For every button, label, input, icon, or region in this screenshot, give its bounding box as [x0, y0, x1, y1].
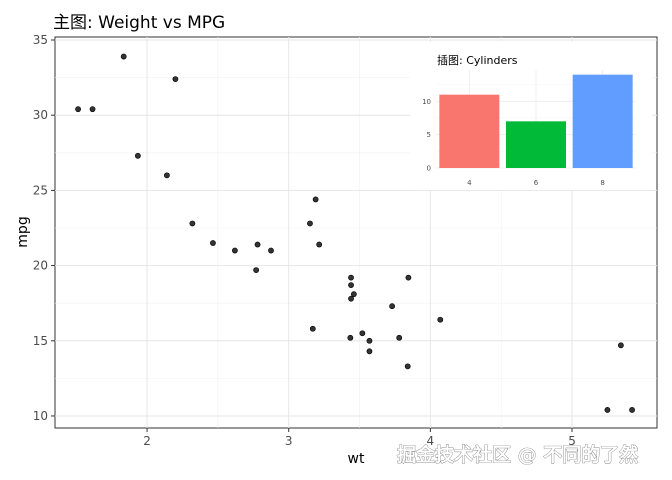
- scatter-point: [254, 241, 261, 248]
- scatter-point: [172, 76, 179, 83]
- scatter-point: [316, 241, 323, 248]
- scatter-point: [617, 342, 624, 349]
- y-tick-label: 15: [33, 334, 48, 348]
- inset-x-tick-label: 8: [600, 179, 604, 187]
- scatter-point: [120, 53, 127, 60]
- inset-title: 插图: Cylinders: [437, 53, 518, 67]
- inset-x-tick-label: 4: [467, 179, 472, 187]
- scatter-point: [629, 407, 635, 413]
- scatter-point: [312, 196, 319, 203]
- scatter-point: [164, 172, 170, 179]
- scatter-point: [366, 348, 373, 355]
- scatter-point: [348, 274, 354, 281]
- inset-y-tick-label: 5: [427, 131, 431, 139]
- watermark-text: 掘金技术社区 @ 不同的了然: [397, 443, 638, 466]
- scatter-point: [347, 334, 354, 341]
- scatter-point: [396, 334, 403, 341]
- scatter-point: [404, 363, 411, 370]
- y-tick-label: 20: [33, 259, 48, 273]
- scatter-point: [348, 282, 354, 289]
- y-tick-label: 30: [33, 108, 48, 122]
- x-axis-title: wt: [348, 451, 365, 467]
- y-tick-label: 35: [33, 33, 48, 47]
- scatter-point: [134, 152, 141, 159]
- scatter-point: [89, 106, 96, 113]
- chart-title: 主图: Weight vs MPG: [53, 13, 225, 33]
- scatter-point: [268, 247, 274, 254]
- inset-bar-cyl-4: [439, 94, 500, 168]
- x-tick-label: 2: [143, 434, 151, 448]
- scatter-point: [366, 337, 373, 344]
- inset-y-tick-label: 0: [427, 165, 431, 173]
- scatter-point: [389, 303, 396, 310]
- scatter-point: [309, 325, 316, 332]
- x-tick-label: 4: [427, 434, 435, 448]
- inset-x-tick-label: 6: [534, 179, 539, 187]
- scatter-point: [307, 220, 313, 227]
- inset-bars: [439, 74, 633, 168]
- scatter-point: [253, 267, 260, 273]
- scatter-point: [405, 274, 412, 281]
- inset-tick-labels: 0 5 10 4 6 8: [422, 98, 605, 187]
- scatter-point: [350, 291, 357, 298]
- inset-bar-cyl-6: [506, 121, 566, 168]
- scatter-point: [604, 407, 611, 413]
- y-axis-title: mpg: [15, 216, 31, 247]
- inset-bar-cyl-8: [572, 74, 633, 168]
- scatter-point: [359, 330, 366, 337]
- scatter-point: [75, 106, 81, 113]
- inset-y-tick-label: 10: [422, 98, 431, 106]
- x-tick-label: 5: [568, 434, 576, 448]
- scatter-point: [231, 247, 238, 254]
- y-tick-label: 25: [33, 183, 48, 197]
- scatter-points: [75, 53, 635, 413]
- main-tick-labels: 2 3 4 5 10 15 20 25 30 35: [33, 33, 576, 448]
- scatter-point: [437, 316, 444, 323]
- scatter-point: [189, 220, 196, 227]
- scatter-point: [210, 240, 216, 246]
- scatter-point: [348, 295, 354, 302]
- x-tick-label: 3: [285, 434, 293, 448]
- y-tick-label: 10: [33, 409, 48, 423]
